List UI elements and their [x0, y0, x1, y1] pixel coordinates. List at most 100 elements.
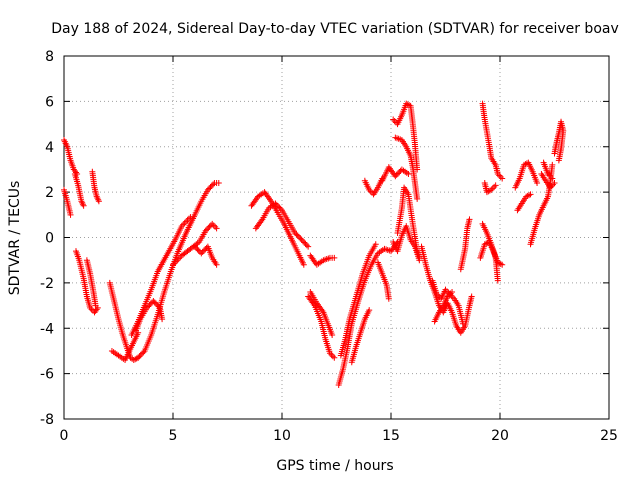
- y-tick-label: -4: [40, 321, 54, 337]
- data-point: [303, 242, 310, 249]
- x-tick-label: 10: [273, 428, 291, 444]
- y-tick-label: -6: [40, 367, 54, 383]
- data-point: [372, 241, 379, 248]
- data-point: [155, 303, 162, 310]
- data-point: [275, 203, 282, 210]
- data-point: [67, 211, 74, 218]
- data-point: [193, 244, 200, 251]
- data-point: [152, 300, 159, 307]
- data-point: [499, 261, 506, 268]
- data-point: [202, 227, 209, 234]
- data-point: [140, 349, 147, 356]
- data-point: [206, 223, 213, 230]
- data-point: [273, 201, 280, 208]
- data-point: [534, 180, 541, 187]
- data-point: [305, 243, 312, 250]
- data-point: [151, 299, 158, 306]
- data-point: [302, 240, 309, 247]
- data-point: [206, 185, 213, 192]
- data-point: [199, 249, 206, 256]
- grid-lines: [64, 56, 609, 419]
- y-tick-label: 8: [45, 49, 54, 65]
- data-point: [202, 246, 209, 253]
- data-point: [329, 353, 336, 360]
- data-point: [139, 350, 146, 357]
- data-point: [297, 235, 304, 242]
- y-tick-label: 2: [45, 185, 54, 201]
- data-point: [210, 181, 217, 188]
- data-point: [394, 170, 401, 177]
- data-point: [159, 316, 166, 323]
- y-tick-label: 0: [45, 231, 54, 247]
- data-point: [215, 180, 222, 187]
- data-point: [194, 240, 201, 247]
- data-point: [194, 246, 201, 253]
- data-point: [296, 234, 303, 241]
- data-point: [299, 238, 306, 245]
- data-point: [494, 277, 501, 284]
- data-point: [468, 293, 475, 300]
- x-tick-label: 15: [382, 428, 400, 444]
- data-point: [170, 261, 176, 268]
- data-point: [497, 174, 504, 180]
- y-tick-label: 6: [45, 94, 54, 110]
- data-point: [300, 261, 307, 268]
- data-point: [331, 254, 338, 261]
- data-point: [147, 300, 154, 307]
- data-point: [366, 307, 373, 314]
- data-point: [405, 170, 412, 177]
- data-point: [209, 220, 216, 227]
- data-point: [132, 356, 139, 363]
- data-point: [416, 257, 423, 264]
- data-point: [195, 247, 202, 254]
- data-point: [499, 175, 506, 182]
- data-point: [94, 195, 101, 202]
- data-point: [213, 225, 220, 232]
- data-point: [298, 236, 305, 243]
- data-point: [146, 302, 153, 309]
- data-point: [491, 183, 498, 190]
- data-point: [135, 354, 142, 361]
- data-point: [549, 175, 556, 182]
- data-point: [150, 298, 157, 305]
- data-point: [154, 302, 161, 309]
- data-point: [555, 157, 562, 164]
- data-point: [329, 332, 336, 339]
- data-point: [294, 232, 301, 239]
- data-point: [79, 199, 86, 206]
- y-tick-label: 4: [45, 140, 54, 156]
- x-tick-label: 0: [60, 428, 69, 444]
- data-point: [204, 186, 211, 193]
- data-point: [391, 118, 398, 125]
- data-point: [145, 303, 152, 310]
- data-point: [549, 161, 556, 168]
- x-axis-label: GPS time / hours: [276, 458, 393, 474]
- chart-title: Day 188 of 2024, Sidereal Day-to-day VTE…: [51, 21, 619, 37]
- data-point: [396, 169, 403, 176]
- data-points: [61, 100, 567, 388]
- data-point: [292, 229, 299, 236]
- data-point: [210, 222, 217, 229]
- data-point: [80, 202, 87, 209]
- data-point: [277, 205, 284, 212]
- data-point: [198, 250, 205, 257]
- data-point: [392, 173, 399, 180]
- data-point: [293, 231, 300, 238]
- y-tick-label: -2: [40, 276, 54, 292]
- data-point: [449, 288, 456, 295]
- x-axis-ticks: 0 5 10 15 20 25: [60, 56, 618, 444]
- data-point: [551, 180, 558, 187]
- y-axis-ticks: -8 -6 -4 -2 0 2 4 6 8: [40, 49, 609, 428]
- data-point: [526, 192, 533, 199]
- data-point: [200, 247, 207, 254]
- x-tick-label: 20: [491, 428, 509, 444]
- x-tick-label: 5: [169, 428, 178, 444]
- data-point: [385, 295, 392, 302]
- x-tick-label: 25: [600, 428, 618, 444]
- data-point: [272, 200, 279, 207]
- data-point: [207, 184, 214, 191]
- data-point: [393, 171, 400, 178]
- data-point: [492, 182, 499, 189]
- data-point: [92, 302, 99, 309]
- data-point: [331, 354, 338, 361]
